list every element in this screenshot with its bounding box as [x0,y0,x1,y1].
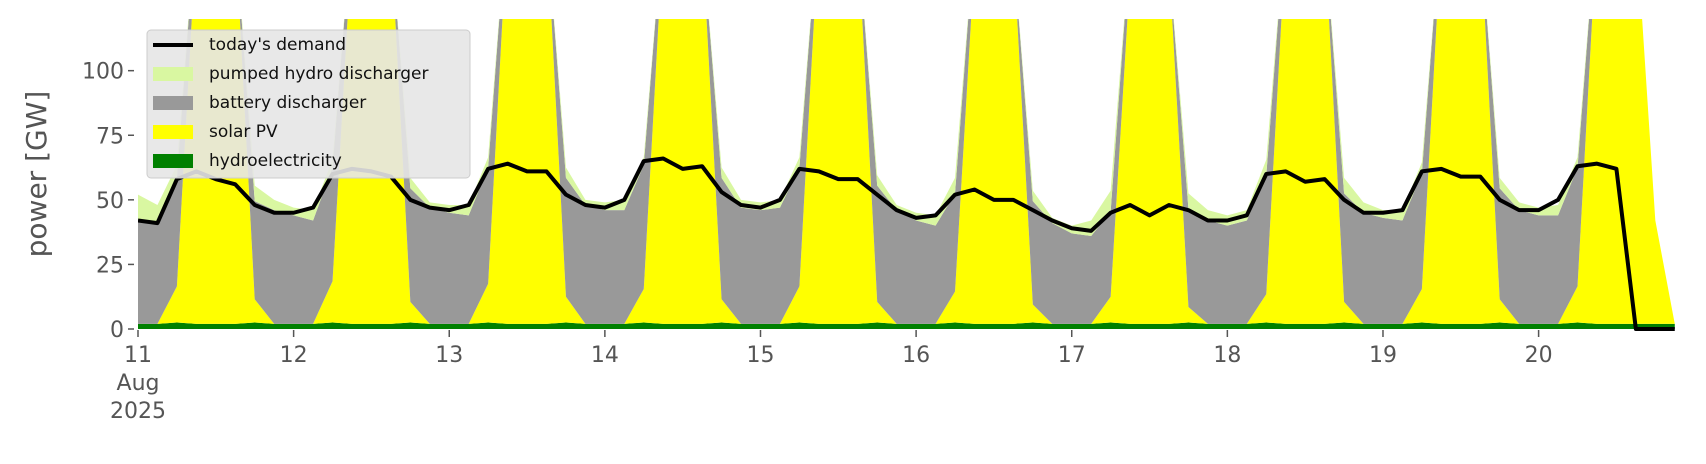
y-tick-label: 25 [96,253,124,278]
legend-swatch [153,125,193,139]
x-tick-label: 15 [746,343,774,368]
legend: today's demand pumped hydro discharger bat… [146,29,471,179]
x-tick-label: 19 [1369,343,1397,368]
demand-line [138,156,1675,331]
legend-label: today's demand [209,35,346,55]
legend-label: hydroelectricity [209,151,342,171]
x-tick-label: 14 [591,343,619,368]
area [138,19,1675,324]
y-tick-label: 100 [82,60,124,85]
legend-swatch [153,67,193,81]
legend-box [146,29,471,179]
x-tick-label: 18 [1213,343,1241,368]
x-tick-label: 20 [1525,343,1553,368]
y-tick-label: 50 [96,189,124,214]
legend-label: battery discharger [209,93,366,113]
y-tick-label: 0 [110,318,124,343]
legend-swatch [153,96,193,110]
x-tick-label: 16 [902,343,930,368]
x-tick-label: 12 [280,343,308,368]
axes: 0 25 50 75 100 11 Aug 2025 12 13 14 15 16 17 18 19 20 [82,60,1553,424]
y-tick-label: 75 [96,124,124,149]
x-tick-label: 17 [1058,343,1086,368]
y-axis-label: power [GW] [20,91,53,258]
x-tick-label: 13 [435,343,463,368]
plot-area [138,19,1675,331]
x-tick-label: 11 Aug 2025 [110,343,166,424]
area [138,19,1675,324]
legend-swatch [153,154,193,168]
area [138,322,1675,329]
legend-label: solar PV [209,122,278,142]
legend-label: pumped hydro discharger [209,64,428,84]
